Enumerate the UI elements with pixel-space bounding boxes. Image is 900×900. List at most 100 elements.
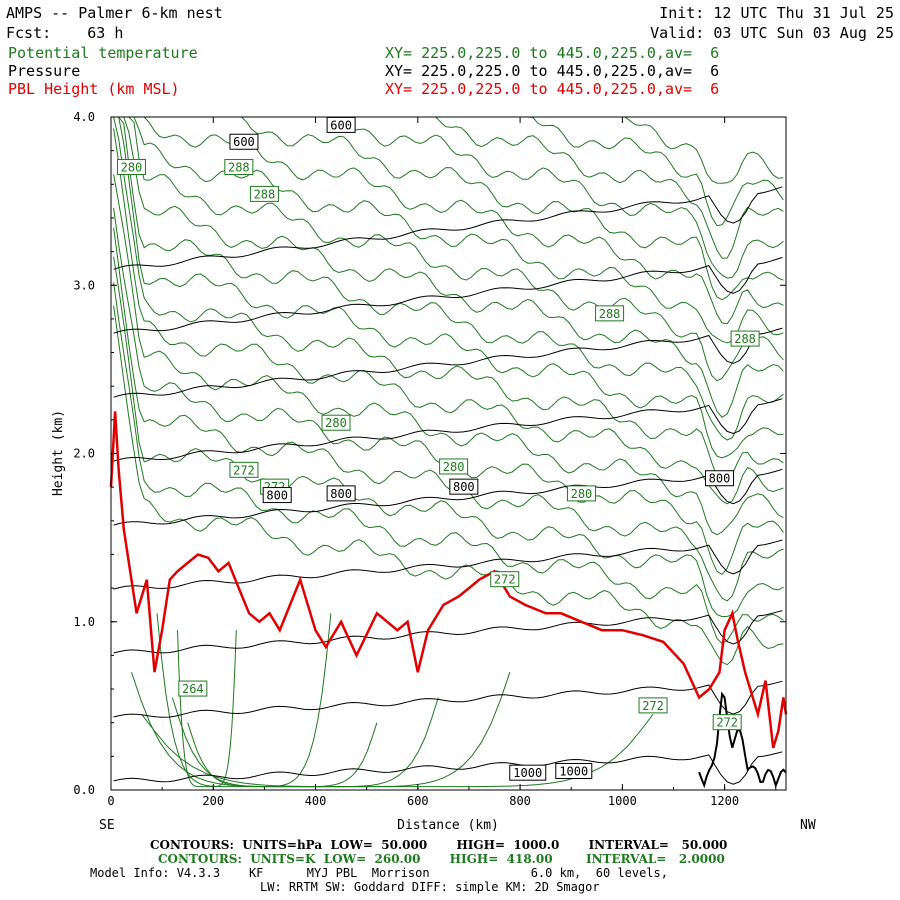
pressure-contour-label: 1000 [513,766,542,780]
theta-contour-label: 272 [233,463,255,477]
theta-contour-label: 272 [716,716,738,730]
theta-contour-label-box [439,458,469,475]
theta-contour-line [113,116,784,459]
x-axis-label: Distance (km) [397,818,499,833]
pressure-contours [113,186,787,789]
theta-contour-label-box [730,330,760,347]
theta-contour-line [113,227,784,602]
plot-frame [110,116,787,791]
theta-contour-label: 272 [494,573,516,587]
footer-physics: LW: RRTM SW: Goddard DIFF: simple KM: 2D… [260,880,600,894]
theta-contour-line [113,282,784,645]
x-tick-label: 1000 [608,794,637,808]
x-tick-label: 600 [407,794,429,808]
x-tick-label: 0 [107,794,114,808]
pressure-contour-label-box [262,487,292,504]
pressure-contour-label-box [326,116,356,133]
theta-contour-line [113,116,784,325]
theta-contours [113,116,784,788]
theta-contour-label-box [321,414,351,431]
theta-contour-label: 280 [325,416,347,430]
pbl-height-line [109,411,788,749]
pressure-contour-label: 600 [233,135,255,149]
field-xy-theta: XY= 225.0,225.0 to 445.0,225.0,av= 6 [385,44,720,62]
x-tick-label: 400 [305,794,327,808]
theta-contour-label-box [595,305,625,322]
theta-contour-label: 288 [734,332,756,346]
theta-contour-line [113,116,784,279]
theta-contour-line [113,116,784,485]
pressure-contour-label-box [449,478,479,495]
x-tick-label: 1200 [710,794,739,808]
y-axis-label: Height (km) [51,410,66,496]
pressure-contour-label-box [326,485,356,502]
axes: 0 200 400 600 800 1000 1200 0.0 1.0 2.0 3.0 4.0 [73,110,786,808]
theta-contour-label-box [116,158,146,175]
field-xy-pressure: XY= 225.0,225.0 to 445.0,225.0,av= 6 [385,62,720,80]
pressure-contour-label: 800 [709,472,731,486]
init-time: Init: 12 UTC Thu 31 Jul 25 [659,4,894,22]
footer-pressure-contours: CONTOURS: UNITS=hPa LOW= 50.000 HIGH= 10… [150,838,728,852]
pressure-contour-label: 600 [330,118,352,132]
forecast-hour: Fcst: 63 h [6,24,124,42]
pressure-contour-label: 800 [330,487,352,501]
theta-contour-line [177,630,237,788]
theta-contour-label: 288 [599,307,621,321]
theta-contour-label-box [638,697,668,714]
pressure-contour-line [113,256,783,334]
pressure-contour-line [113,680,783,718]
theta-contour-label: 288 [228,160,250,174]
theta-contour-label-box [229,461,259,478]
pbl-series [109,411,788,749]
theta-contour-label: 264 [182,682,204,696]
y-tick-label: 4.0 [73,110,95,124]
terrain-line [698,691,787,789]
footer-theta-contours: CONTOURS: UNITS=K LOW= 260.00 HIGH= 418.… [158,852,725,866]
theta-contour-label-box [712,714,742,731]
left-end-label: SE [99,818,115,833]
pressure-contour-label: 800 [266,489,288,503]
pressure-contour-line [113,398,783,462]
theta-contour-line [113,116,784,259]
pressure-contour-label-box [229,133,259,150]
y-tick-label: 1.0 [73,615,95,629]
pressure-contour-label: 1000 [559,764,588,778]
pressure-contour-line [113,327,783,398]
field-name-pressure: Pressure [8,62,81,80]
theta-contour-line [113,305,784,666]
theta-contour-line [113,116,784,441]
y-tick-label: 2.0 [73,447,95,461]
field-xy-pbl: XY= 225.0,225.0 to 445.0,225.0,av= 6 [385,80,720,98]
valid-time: Valid: 03 UTC Sun 03 Aug 25 [650,24,894,42]
pressure-contour-line [113,186,783,270]
pressure-contour-label: 800 [453,480,475,494]
theta-contour-label: 280 [571,487,593,501]
theta-contour-line [113,174,784,536]
theta-contour-label-box [490,571,520,588]
pressure-contour-line [113,468,783,526]
theta-contour-label-box [178,680,208,697]
footer-model-info: Model Info: V4.3.3 KF MYJ PBL Morrison 6… [90,866,668,880]
theta-contour-line [113,128,784,505]
x-tick-label: 200 [202,794,224,808]
field-name-theta: Potential temperature [8,44,198,62]
y-tick-label: 0.0 [73,783,95,797]
theta-contour-label-box [566,485,596,502]
right-end-label: NW [800,818,816,833]
theta-contour-label-box [249,185,279,202]
theta-contour-line [113,256,784,618]
pressure-contour-line [113,610,783,654]
pressure-contour-label-box [509,764,547,781]
pressure-contour-label-box [555,762,593,779]
theta-contour-label: 280 [443,460,465,474]
y-tick-label: 3.0 [73,278,95,292]
theta-contour-label-box [224,158,254,175]
theta-contour-line [113,116,784,382]
theta-contour-label: 288 [254,187,276,201]
field-name-pbl: PBL Height (km MSL) [8,80,180,98]
theta-contour-label: 280 [121,160,143,174]
contour-labels: 2802882882882882802802802722722722722722… [116,116,760,781]
x-tick-label: 800 [509,794,531,808]
pressure-contour-line [113,539,783,590]
